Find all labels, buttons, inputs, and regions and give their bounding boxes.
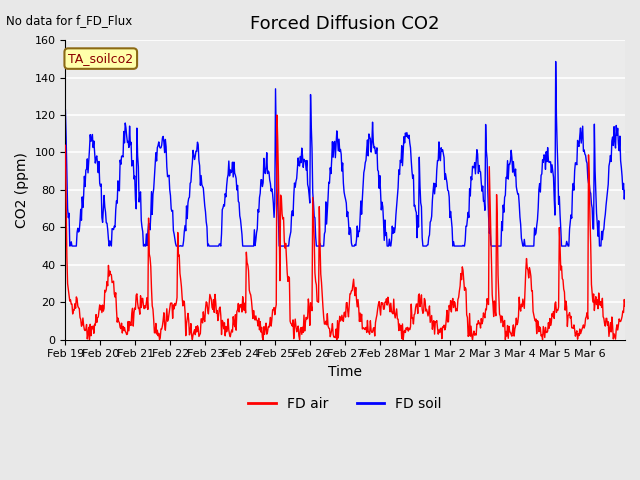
Text: TA_soilco2: TA_soilco2	[68, 52, 133, 65]
FD soil	[231, 170, 239, 176]
Text: No data for f_FD_Flux: No data for f_FD_Flux	[6, 14, 132, 27]
Line: FD air: FD air	[65, 115, 625, 340]
FD soil	[280, 243, 287, 249]
FD air	[273, 112, 281, 118]
FD soil	[61, 107, 69, 113]
Title: Forced Diffusion CO2: Forced Diffusion CO2	[250, 15, 440, 33]
FD air	[61, 143, 69, 148]
FD air	[128, 310, 136, 316]
Legend: FD air, FD soil: FD air, FD soil	[243, 392, 447, 417]
FD soil	[66, 243, 74, 249]
FD soil	[128, 163, 136, 169]
FD soil	[259, 184, 266, 190]
Line: FD soil: FD soil	[65, 61, 625, 246]
X-axis label: Time: Time	[328, 365, 362, 379]
FD air	[621, 303, 629, 309]
FD air	[436, 330, 444, 336]
FD air	[231, 324, 239, 330]
FD soil	[552, 59, 559, 64]
Y-axis label: CO2 (ppm): CO2 (ppm)	[15, 152, 29, 228]
FD air	[259, 335, 266, 340]
FD soil	[621, 188, 629, 193]
FD soil	[404, 133, 412, 139]
FD soil	[435, 139, 443, 145]
FD air	[404, 328, 412, 334]
FD air	[86, 337, 93, 343]
FD air	[280, 238, 288, 244]
